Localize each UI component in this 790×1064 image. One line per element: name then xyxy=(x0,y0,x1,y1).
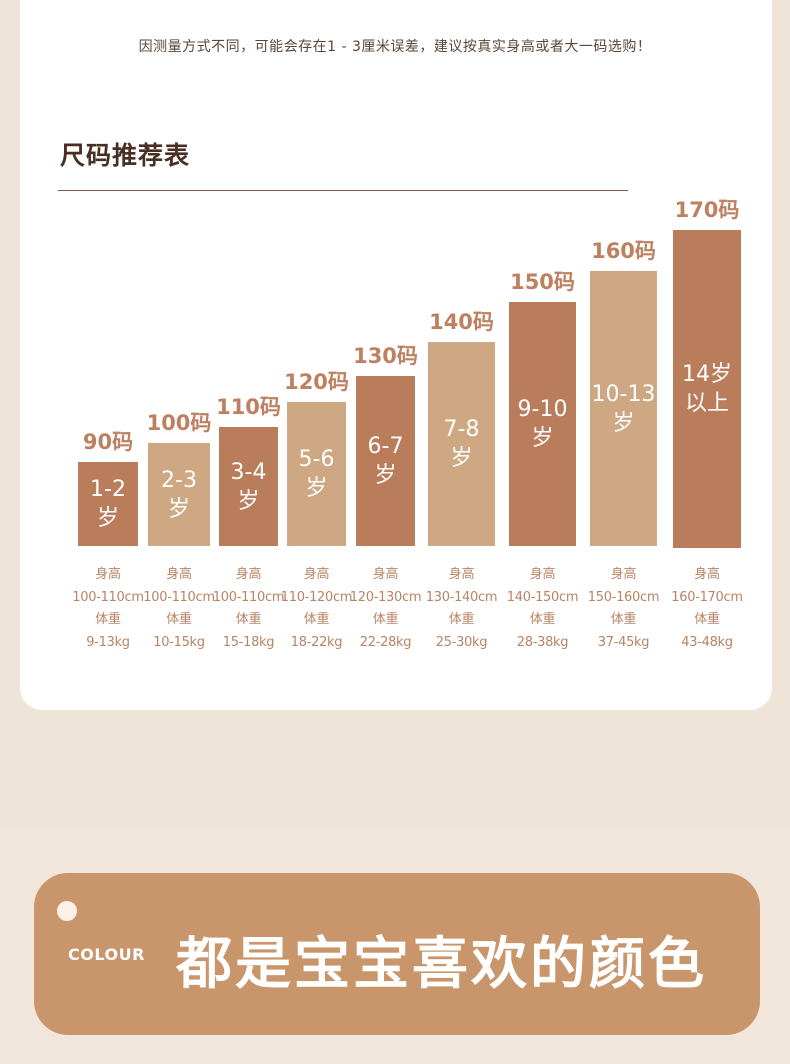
size-code-label: 100码 xyxy=(146,411,212,435)
weight-range: 28-38kg xyxy=(516,634,569,650)
size-code-label: 90码 xyxy=(82,430,134,454)
height-range: 100-110cm xyxy=(72,589,144,605)
age-range-label: 6-7 岁 xyxy=(367,434,404,488)
height-label: 身高 xyxy=(303,567,330,582)
size-bar: 2-3 岁 xyxy=(148,443,210,546)
weight-range: 37-45kg xyxy=(597,634,650,650)
weight-range: 22-28kg xyxy=(359,634,412,650)
size-measurements: 身高 130-140cm 体重 25-30kg xyxy=(420,564,504,654)
weight-range: 10-15kg xyxy=(153,634,205,650)
size-bar: 5-6 岁 xyxy=(287,402,346,546)
height-range: 110-120cm xyxy=(280,589,353,605)
size-bar: 14岁 以上 xyxy=(673,230,741,548)
weight-range: 43-48kg xyxy=(681,634,733,650)
banner-tag: COLOUR xyxy=(68,945,145,964)
weight-range: 18-22kg xyxy=(290,634,343,650)
size-bar: 9-10 岁 xyxy=(509,302,576,546)
weight-label: 体重 xyxy=(372,612,399,627)
age-range-label: 2-3 岁 xyxy=(161,467,197,522)
weight-label: 体重 xyxy=(610,612,637,627)
banner-slogan: 都是宝宝喜欢的颜色 xyxy=(176,932,707,997)
size-bar: 10-13 岁 xyxy=(590,271,657,546)
size-measurements: 身高 110-120cm 体重 18-22kg xyxy=(275,564,359,654)
size-bar: 7-8 岁 xyxy=(428,342,495,546)
weight-label: 体重 xyxy=(529,612,556,627)
colour-banner: COLOUR 都是宝宝喜欢的颜色 xyxy=(34,873,760,1035)
height-label: 身高 xyxy=(235,567,262,582)
size-code-label: 170码 xyxy=(674,198,740,222)
size-measurements: 身高 140-150cm 体重 28-38kg xyxy=(501,564,585,654)
height-label: 身高 xyxy=(448,567,475,582)
height-range: 130-140cm xyxy=(425,589,498,605)
weight-label: 体重 xyxy=(303,612,330,627)
height-range: 160-170cm xyxy=(671,589,743,605)
size-measurements: 身高 160-170cm 体重 43-48kg xyxy=(665,564,749,654)
weight-range: 25-30kg xyxy=(435,634,488,650)
size-bar: 1-2 岁 xyxy=(78,462,138,546)
size-measurements: 身高 150-160cm 体重 37-45kg xyxy=(582,564,666,654)
weight-label: 体重 xyxy=(166,612,192,627)
height-label: 身高 xyxy=(166,567,192,582)
size-measurements: 身高 100-110cm 体重 10-15kg xyxy=(137,564,221,654)
size-bar: 6-7 岁 xyxy=(356,376,415,546)
size-code-label: 130码 xyxy=(353,344,418,368)
age-range-label: 7-8 岁 xyxy=(443,417,480,471)
age-range-label: 5-6 岁 xyxy=(298,447,335,501)
height-range: 100-110cm xyxy=(143,589,215,605)
chart-title: 尺码推荐表 xyxy=(60,141,191,170)
height-label: 身高 xyxy=(529,567,556,582)
age-range-label: 3-4 岁 xyxy=(230,459,267,514)
height-range: 150-160cm xyxy=(587,589,660,605)
height-range: 100-110cm xyxy=(212,589,285,605)
age-range-label: 9-10 岁 xyxy=(517,397,568,451)
size-bar: 3-4 岁 xyxy=(219,427,278,546)
age-range-label: 14岁 以上 xyxy=(682,362,732,416)
size-code-label: 150码 xyxy=(510,270,575,294)
height-range: 140-150cm xyxy=(506,589,579,605)
size-measurements: 身高 100-110cm 体重 9-13kg xyxy=(66,564,150,654)
banner-dot xyxy=(57,901,77,921)
size-code-label: 160码 xyxy=(591,239,656,263)
height-label: 身高 xyxy=(694,567,720,582)
size-code-label: 140码 xyxy=(429,310,494,334)
title-divider xyxy=(58,190,628,191)
weight-label: 体重 xyxy=(694,612,720,627)
weight-label: 体重 xyxy=(235,612,262,627)
height-range: 120-130cm xyxy=(349,589,422,605)
measurement-note: 因测量方式不同，可能会存在1 - 3厘米误差，建议按真实身高或者大一码选购！ xyxy=(138,39,652,55)
weight-label: 体重 xyxy=(448,612,475,627)
size-code-label: 110码 xyxy=(216,395,281,419)
age-range-label: 10-13 岁 xyxy=(591,381,656,436)
height-label: 身高 xyxy=(95,567,121,582)
size-measurements: 身高 120-130cm 体重 22-28kg xyxy=(344,564,428,654)
height-label: 身高 xyxy=(372,567,399,582)
weight-range: 9-13kg xyxy=(86,634,130,650)
weight-label: 体重 xyxy=(95,612,121,627)
size-measurements: 身高 100-110cm 体重 15-18kg xyxy=(207,564,291,654)
age-range-label: 1-2 岁 xyxy=(90,477,126,531)
weight-range: 15-18kg xyxy=(222,634,275,650)
size-code-label: 120码 xyxy=(284,370,349,394)
height-label: 身高 xyxy=(610,567,637,582)
